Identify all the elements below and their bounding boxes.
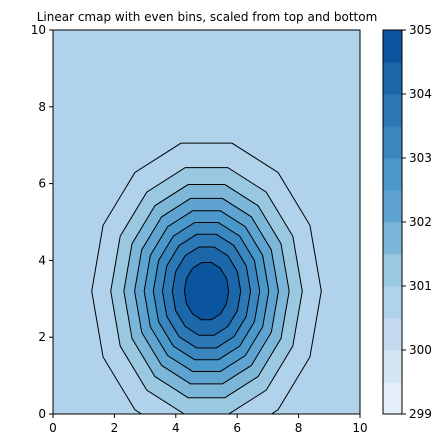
- contour-line-1: [110, 167, 303, 414]
- colorbar-tick-label-5: 304: [409, 87, 432, 101]
- contour-lines: [91, 142, 322, 414]
- colorbar-band-10: [383, 62, 402, 95]
- x-tick-label-1: 2: [111, 421, 119, 435]
- colorbar-band-4: [383, 254, 402, 287]
- colorbar-tick-label-4: 303: [409, 151, 432, 165]
- plot-area: [52, 29, 361, 415]
- y-axis: 0 2 4 6 8 10: [31, 23, 53, 421]
- x-tick-label-4: 8: [295, 421, 303, 435]
- contour-line-4: [143, 210, 270, 372]
- colorbar-band-5: [383, 222, 402, 255]
- colorbar-tick-label-6: 305: [409, 23, 432, 37]
- colorbar-band-1: [383, 350, 402, 383]
- y-tick-label-2: 4: [38, 253, 46, 267]
- contour-line-6: [161, 233, 252, 349]
- y-tick-label-3: 6: [38, 177, 46, 191]
- x-tick-label-2: 4: [172, 421, 180, 435]
- colorbar-band-8: [383, 126, 402, 159]
- contour-line-0: [91, 142, 322, 414]
- colorbar-tick-label-1: 300: [409, 343, 432, 357]
- colorbar-bands: [383, 30, 402, 415]
- colorbar-band-11: [383, 30, 402, 63]
- colorbar-band-9: [383, 94, 402, 127]
- contour-fill-8: [184, 262, 229, 320]
- y-tick-label-0: 0: [38, 407, 46, 421]
- chart-title: Linear cmap with even bins, scaled from …: [37, 10, 378, 24]
- contour-line-8: [183, 262, 230, 321]
- colorbar-band-0: [383, 382, 402, 415]
- colorbar-band-6: [383, 190, 402, 223]
- plot-frame: [52, 29, 361, 415]
- colorbar-band-3: [383, 286, 402, 319]
- colorbar-band-7: [383, 158, 402, 191]
- colorbar-tick-label-2: 301: [409, 279, 432, 293]
- contour-line-7: [171, 246, 242, 336]
- x-tick-label-0: 0: [49, 421, 57, 435]
- colorbar-band-2: [383, 318, 402, 351]
- colorbar-tick-label-0: 299: [409, 407, 432, 421]
- contour-line-3: [134, 197, 279, 385]
- contour-line-5: [152, 222, 261, 361]
- colorbar-ticks: 299 300 301 302 303 304 305: [402, 23, 432, 421]
- y-tick-label-5: 10: [31, 23, 46, 37]
- x-tick-label-3: 6: [233, 421, 241, 435]
- x-tick-label-5: 10: [352, 421, 367, 435]
- y-tick-label-4: 8: [38, 100, 46, 114]
- colorbar-tick-label-3: 302: [409, 215, 432, 229]
- x-axis: 0 2 4 6 8 10: [49, 414, 368, 435]
- colorbar: 299 300 301 302 303 304 305: [382, 23, 432, 421]
- contour-line-2: [123, 184, 290, 399]
- y-tick-label-1: 2: [38, 330, 46, 344]
